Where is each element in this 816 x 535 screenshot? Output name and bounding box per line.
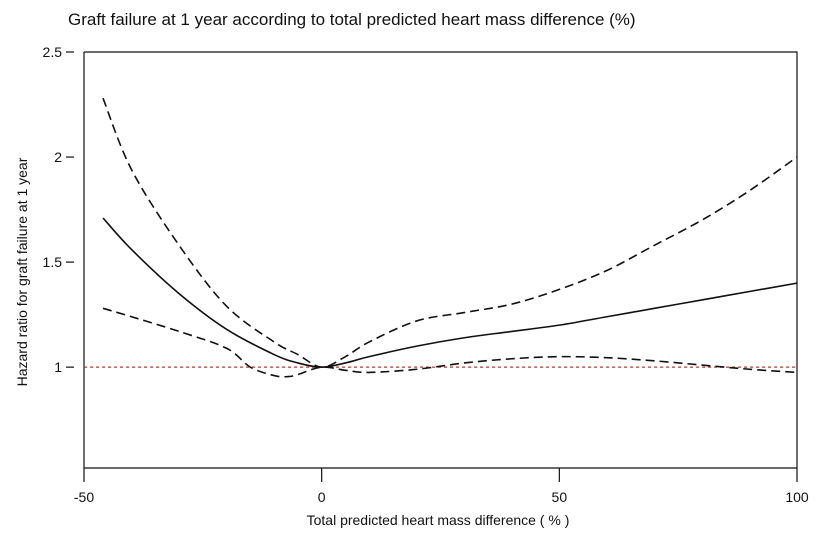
y-tick-label: 2 [54,149,62,165]
y-tick-label: 1.5 [43,254,63,270]
x-tick-label: 0 [318,489,326,505]
x-tick-label: -50 [74,489,94,505]
y-tick-label: 1 [54,359,62,375]
x-axis: -50 0 50 100 [74,468,809,505]
y-axis: 1 1.5 2 2.5 [43,44,74,375]
series-group [102,97,798,378]
y-tick-label: 2.5 [43,44,63,60]
chart-title: Graft failure at 1 year according to tot… [68,10,636,29]
y-axis-label: Hazard ratio for graft failure at 1 year [14,157,30,387]
x-tick-label: 100 [785,489,809,505]
series-line-estimate [102,217,798,368]
x-tick-label: 50 [552,489,568,505]
series-line-upper-ci [102,97,798,368]
plot-border [83,51,798,468]
x-axis-label: Total predicted heart mass difference ( … [306,512,570,528]
series-line-lower-ci [102,307,798,378]
plot-frame [83,51,798,469]
